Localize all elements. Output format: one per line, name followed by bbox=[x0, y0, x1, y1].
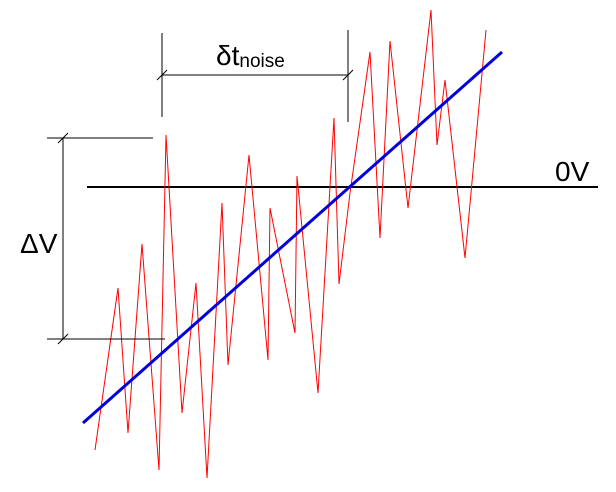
delta-v-bottom-tick bbox=[57, 333, 69, 345]
delta-v-top-tick bbox=[57, 132, 69, 144]
noise-signal-trace bbox=[94, 9, 487, 479]
delta-t-right-tick bbox=[342, 69, 354, 81]
delta-t-left-tick bbox=[156, 69, 168, 81]
delta-v-dimension: ΔV bbox=[20, 132, 165, 345]
delta-t-label: δtnoise bbox=[216, 40, 285, 72]
delta-t-symbol: δt bbox=[216, 40, 240, 71]
delta-t-dimension: δtnoise bbox=[156, 30, 354, 122]
delta-t-subscript: noise bbox=[239, 51, 284, 72]
ramp-line bbox=[82, 50, 503, 425]
delta-v-label: ΔV bbox=[20, 228, 58, 259]
zero-volt-label: 0V bbox=[555, 156, 590, 187]
